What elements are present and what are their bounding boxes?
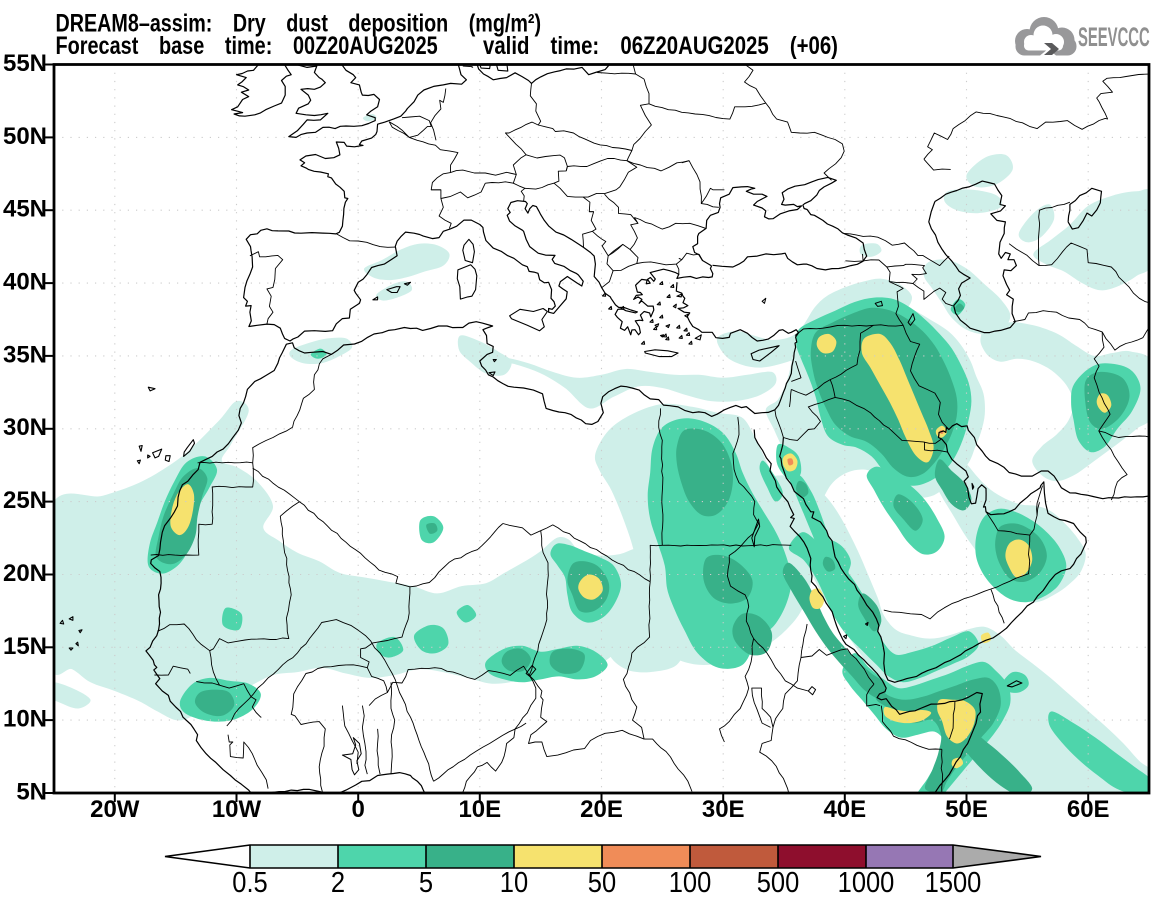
svg-text:5N: 5N [16, 779, 47, 806]
svg-text:20E: 20E [580, 796, 623, 823]
svg-text:20W: 20W [90, 796, 140, 823]
svg-text:50: 50 [588, 865, 616, 898]
svg-text:DREAM8–assim: Dry dust deposit: DREAM8–assim: Dry dust deposition (mg/m²… [56, 9, 542, 37]
svg-text:0: 0 [352, 796, 365, 823]
svg-text:valid time: 06Z20AUG2025 (+06): valid time: 06Z20AUG2025 (+06) [483, 31, 838, 60]
svg-text:30N: 30N [3, 414, 47, 441]
svg-text:55N: 55N [3, 50, 47, 77]
svg-text:15N: 15N [3, 633, 47, 660]
svg-text:0.5: 0.5 [232, 865, 267, 898]
svg-text:2: 2 [331, 865, 345, 898]
svg-text:30E: 30E [702, 796, 745, 823]
svg-text:50N: 50N [3, 123, 47, 150]
svg-text:5: 5 [419, 865, 433, 898]
svg-text:1000: 1000 [838, 865, 895, 898]
svg-text:500: 500 [757, 865, 800, 898]
svg-text:40E: 40E [823, 796, 866, 823]
svg-text:45N: 45N [3, 196, 47, 223]
svg-text:10: 10 [500, 865, 528, 898]
svg-text:10N: 10N [3, 706, 47, 733]
svg-text:Forecast base time: 00Z20AUG20: Forecast base time: 00Z20AUG2025 [56, 32, 438, 60]
svg-text:25N: 25N [3, 487, 47, 514]
svg-text:40N: 40N [3, 269, 47, 296]
svg-text:20N: 20N [3, 560, 47, 587]
svg-text:10W: 10W [212, 796, 262, 823]
svg-text:10E: 10E [458, 796, 501, 823]
svg-text:60E: 60E [1067, 796, 1110, 823]
svg-text:50E: 50E [945, 796, 988, 823]
svg-text:1500: 1500 [925, 865, 982, 898]
svg-text:35N: 35N [3, 341, 47, 368]
svg-text:100: 100 [669, 865, 712, 898]
svg-text:SEEVCCC: SEEVCCC [1078, 21, 1150, 52]
